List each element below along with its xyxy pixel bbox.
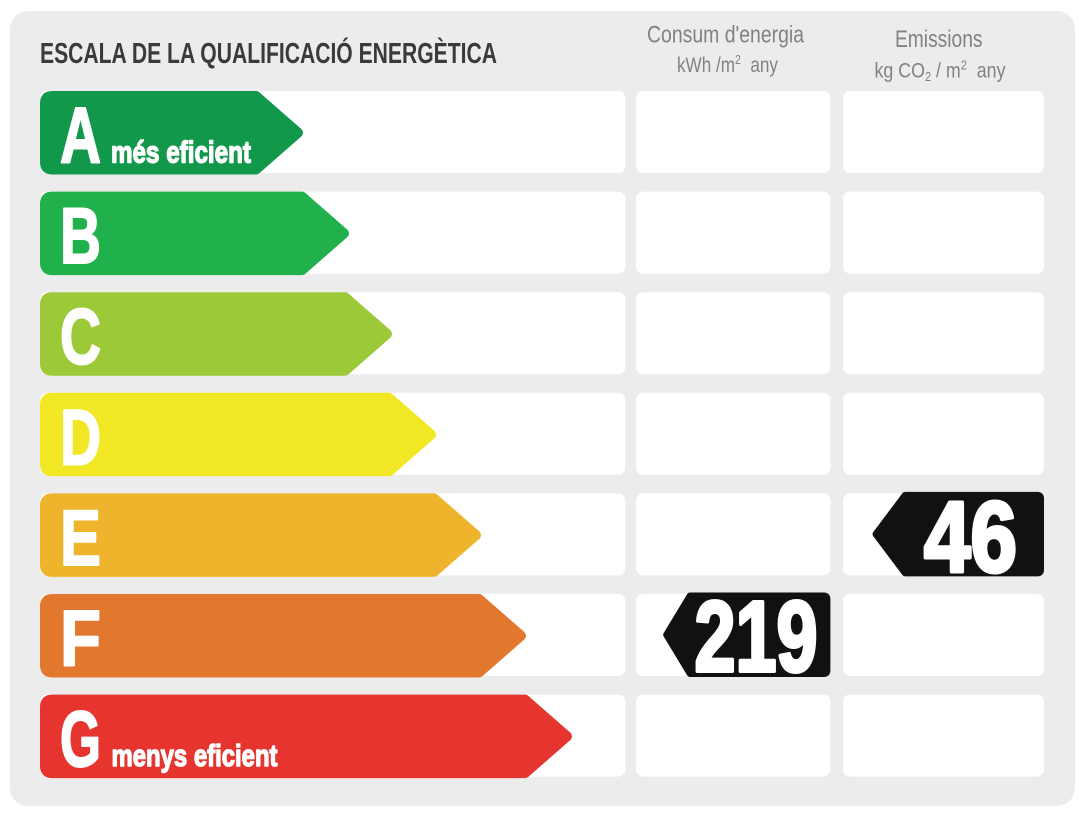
svg-text:Emissions: Emissions xyxy=(895,26,983,53)
svg-text:Consum d'energia: Consum d'energia xyxy=(647,22,805,49)
svg-text:D: D xyxy=(60,392,101,481)
svg-text:A: A xyxy=(60,91,101,180)
svg-text:B: B xyxy=(60,191,101,280)
svg-text:kg CO2 / m2 any: kg CO2 / m2 any xyxy=(875,57,1006,84)
svg-text:menys eficient: menys eficient xyxy=(112,738,278,773)
svg-text:ESCALA DE LA QUALIFICACIÓ ENER: ESCALA DE LA QUALIFICACIÓ ENERGÈTICA xyxy=(40,36,497,70)
svg-text:C: C xyxy=(60,292,101,381)
svg-text:E: E xyxy=(60,493,101,582)
svg-text:G: G xyxy=(60,694,101,783)
svg-text:més eficient: més eficient xyxy=(111,135,251,170)
svg-text:F: F xyxy=(60,594,101,683)
svg-text:219: 219 xyxy=(695,581,818,693)
svg-text:kWh /m2 any: kWh /m2 any xyxy=(677,52,778,77)
svg-text:46: 46 xyxy=(924,481,1017,593)
